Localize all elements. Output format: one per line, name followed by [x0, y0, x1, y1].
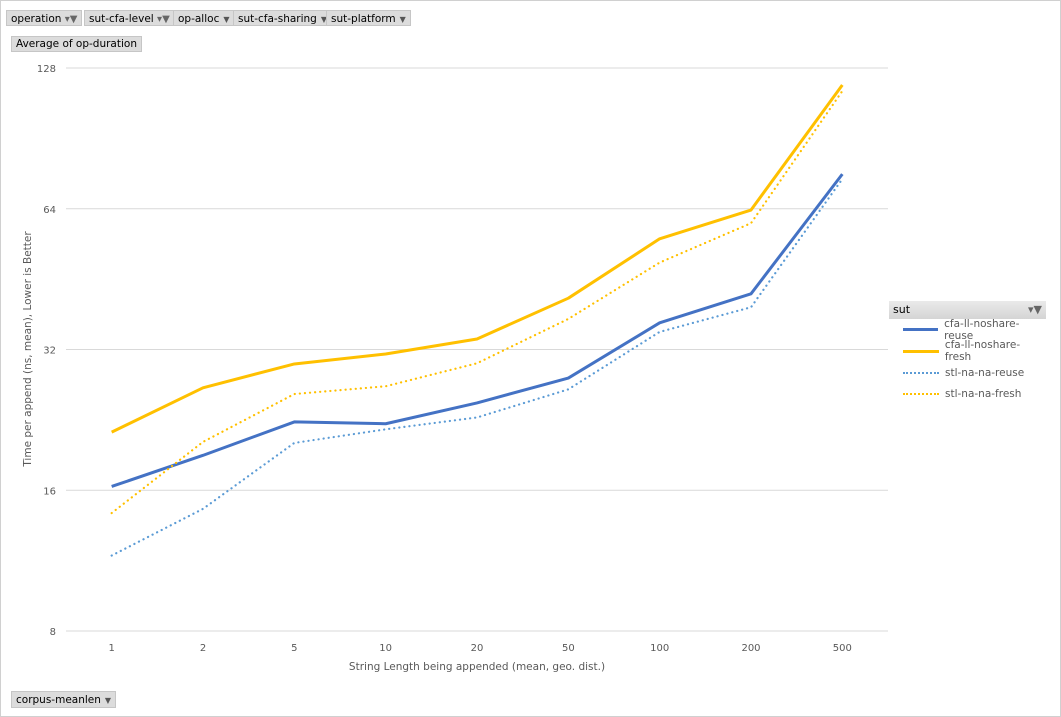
x-axis-title: String Length being appended (mean, geo.…	[349, 661, 605, 673]
y-axis-title: Time per append (ns, mean), Lower is Bet…	[22, 231, 34, 468]
legend-item[interactable]: cfa-ll-noshare-fresh	[889, 339, 1046, 364]
value-field-button[interactable]: Average of op-duration	[11, 36, 142, 52]
filter-applied-icon: ▾▼	[157, 14, 170, 25]
legend-item[interactable]: stl-na-na-fresh	[889, 384, 1046, 406]
legend-label: cfa-ll-noshare-fresh	[944, 339, 1021, 364]
legend-swatch	[903, 393, 939, 396]
x-tick-label: 500	[833, 643, 852, 654]
legend-item[interactable]: stl-na-na-reuse	[889, 362, 1046, 384]
y-tick-label: 16	[43, 486, 56, 497]
filter-applied-icon: ▾▼	[64, 14, 78, 25]
legend-swatch	[903, 371, 939, 374]
legend-field-button[interactable]: sut ▾▼	[889, 301, 1046, 319]
filter-label: operation	[11, 13, 62, 25]
filter-operation-button[interactable]: operation ▾▼	[6, 10, 83, 26]
legend-item[interactable]: cfa-ll-noshare-reuse	[889, 317, 1046, 342]
filter-label: sut-cfa-level	[89, 13, 154, 25]
y-tick-label: 8	[50, 627, 56, 638]
y-tick-label: 128	[37, 64, 56, 75]
x-tick-label: 5	[291, 643, 297, 654]
legend-label: stl-na-na-fresh	[945, 388, 1022, 401]
dropdown-arrow-icon: ▼	[399, 15, 406, 24]
dropdown-arrow-icon: ▼	[320, 15, 327, 24]
filter-label: sut-platform	[331, 13, 396, 25]
filter-sut-platform-button[interactable]: sut-platform ▼	[326, 10, 411, 26]
y-tick-label: 32	[43, 346, 56, 357]
legend-swatch	[903, 328, 939, 332]
filter-sut-cfa-sharing-button[interactable]: sut-cfa-sharing ▼	[233, 10, 332, 26]
filter-label: op-alloc	[178, 13, 220, 25]
legend-label: stl-na-na-reuse	[945, 366, 1025, 379]
dropdown-arrow-icon: ▼	[223, 15, 230, 24]
axis-field-button[interactable]: corpus-meanlen ▼	[11, 691, 117, 708]
filter-sut-cfa-level-button[interactable]: sut-cfa-level ▾▼	[84, 10, 175, 26]
y-tick-label: 64	[43, 205, 56, 216]
line-chart: Time per append (ns, mean), Lower is Bet…	[22, 64, 888, 673]
legend-label: cfa-ll-noshare-reuse	[944, 317, 1020, 342]
axis-field-label: corpus-meanlen	[16, 694, 101, 706]
dropdown-arrow-icon: ▼	[104, 696, 112, 705]
x-tick-label: 2	[200, 643, 206, 654]
x-tick-label: 50	[562, 643, 575, 654]
series-line-cfa-ll-noshare-reuse	[111, 173, 844, 488]
x-tick-label: 10	[379, 643, 392, 654]
series-line-stl-na-na-reuse	[110, 177, 844, 557]
legend: sut ▾▼ cfa-ll-noshare-reuse cfa-ll-noshare…	[889, 301, 1046, 405]
series-line-cfa-ll-noshare-fresh	[111, 84, 844, 434]
legend-field-label: sut	[893, 303, 911, 316]
x-tick-label: 200	[741, 643, 760, 654]
filter-label: sut-cfa-sharing	[238, 13, 317, 25]
x-tick-label: 20	[471, 643, 484, 654]
filter-applied-icon: ▾▼	[1028, 303, 1042, 316]
legend-swatch	[903, 349, 939, 353]
x-tick-label: 1	[108, 643, 114, 654]
x-tick-label: 100	[650, 643, 669, 654]
filter-op-alloc-button[interactable]: op-alloc ▼	[173, 10, 235, 26]
